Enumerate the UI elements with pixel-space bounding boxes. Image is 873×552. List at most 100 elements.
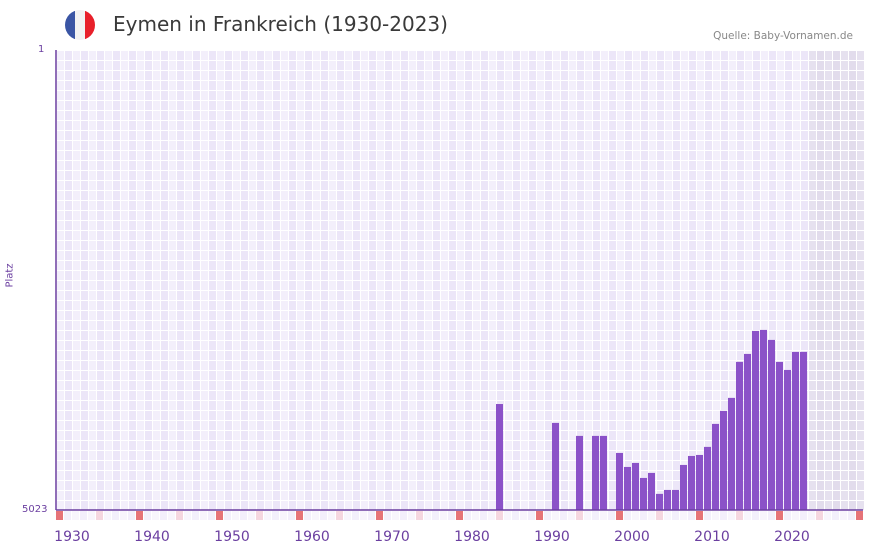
year-marker bbox=[88, 511, 95, 520]
bar-2021 bbox=[800, 351, 807, 510]
bar-2005 bbox=[672, 489, 679, 510]
bar-2015 bbox=[752, 330, 759, 510]
year-marker bbox=[304, 511, 311, 520]
year-marker bbox=[560, 511, 567, 520]
year-marker bbox=[192, 511, 199, 520]
bar-2008 bbox=[696, 454, 703, 510]
year-marker bbox=[808, 511, 815, 520]
year-marker bbox=[120, 511, 127, 520]
bar-2016 bbox=[760, 329, 767, 510]
year-marker bbox=[688, 511, 695, 520]
year-marker bbox=[728, 511, 735, 520]
year-marker bbox=[272, 511, 279, 520]
year-marker bbox=[96, 511, 103, 520]
year-marker bbox=[448, 511, 455, 520]
year-marker bbox=[384, 511, 391, 520]
year-marker bbox=[160, 511, 167, 520]
year-marker bbox=[416, 511, 423, 520]
page-title: Eymen in Frankreich (1930-2023) bbox=[113, 12, 448, 36]
year-marker bbox=[168, 511, 175, 520]
year-marker bbox=[352, 511, 359, 520]
bar-2002 bbox=[648, 472, 655, 510]
year-marker bbox=[144, 511, 151, 520]
year-marker bbox=[520, 511, 527, 520]
year-marker bbox=[280, 511, 287, 520]
year-marker bbox=[640, 511, 647, 520]
year-marker bbox=[360, 511, 367, 520]
bar-1983 bbox=[496, 404, 503, 510]
year-marker bbox=[456, 511, 463, 520]
year-marker bbox=[480, 511, 487, 520]
year-marker bbox=[552, 511, 559, 520]
year-marker bbox=[216, 511, 223, 520]
year-marker bbox=[488, 511, 495, 520]
year-marker bbox=[584, 511, 591, 520]
year-marker bbox=[200, 511, 207, 520]
x-tick-1950: 1950 bbox=[214, 529, 250, 545]
year-marker bbox=[656, 511, 663, 520]
bar-1998 bbox=[616, 452, 623, 510]
year-marker bbox=[680, 511, 687, 520]
year-marker bbox=[744, 511, 751, 520]
year-marker bbox=[408, 511, 415, 520]
year-marker bbox=[72, 511, 79, 520]
x-tick-1970: 1970 bbox=[374, 529, 410, 545]
year-marker bbox=[464, 511, 471, 520]
year-marker bbox=[344, 511, 351, 520]
year-marker bbox=[720, 511, 727, 520]
y-tick-bottom: 5023 bbox=[22, 504, 48, 515]
year-marker bbox=[224, 511, 231, 520]
year-marker bbox=[56, 511, 63, 520]
year-marker bbox=[112, 511, 119, 520]
year-marker bbox=[632, 511, 639, 520]
x-tick-1940: 1940 bbox=[134, 529, 170, 545]
bar-2014 bbox=[744, 353, 751, 510]
year-marker bbox=[536, 511, 543, 520]
x-tick-2010: 2010 bbox=[694, 529, 730, 545]
year-marker bbox=[240, 511, 247, 520]
year-marker bbox=[264, 511, 271, 520]
x-tick-1990: 1990 bbox=[534, 529, 570, 545]
year-marker bbox=[784, 511, 791, 520]
bar-1995 bbox=[592, 435, 599, 510]
bar-1999 bbox=[624, 466, 631, 510]
year-marker bbox=[736, 511, 743, 520]
bar-2017 bbox=[768, 339, 775, 510]
year-marker bbox=[600, 511, 607, 520]
bar-2004 bbox=[664, 489, 671, 510]
year-marker bbox=[608, 511, 615, 520]
year-marker bbox=[136, 511, 143, 520]
y-tick-top: 1 bbox=[38, 44, 45, 55]
year-marker bbox=[424, 511, 431, 520]
year-marker bbox=[568, 511, 575, 520]
bar-1996 bbox=[600, 435, 607, 510]
year-marker bbox=[760, 511, 767, 520]
bar-2007 bbox=[688, 455, 695, 510]
bar-2020 bbox=[792, 351, 799, 510]
year-marker bbox=[664, 511, 671, 520]
year-marker bbox=[152, 511, 159, 520]
bar-2018 bbox=[776, 361, 783, 510]
year-marker bbox=[624, 511, 631, 520]
year-marker bbox=[392, 511, 399, 520]
year-marker bbox=[840, 511, 847, 520]
year-marker bbox=[296, 511, 303, 520]
bar-2006 bbox=[680, 464, 687, 510]
year-marker bbox=[328, 511, 335, 520]
year-marker bbox=[288, 511, 295, 520]
year-marker bbox=[496, 511, 503, 520]
bar-2013 bbox=[736, 361, 743, 510]
year-marker bbox=[848, 511, 855, 520]
year-marker bbox=[256, 511, 263, 520]
bar-2011 bbox=[720, 410, 727, 510]
bar-2012 bbox=[728, 397, 735, 510]
bar-1990 bbox=[552, 422, 559, 510]
year-marker bbox=[712, 511, 719, 520]
bar-2000 bbox=[632, 462, 639, 510]
france-flag-icon bbox=[65, 10, 95, 40]
year-marker bbox=[104, 511, 111, 520]
year-marker bbox=[208, 511, 215, 520]
x-tick-1980: 1980 bbox=[454, 529, 490, 545]
year-marker bbox=[800, 511, 807, 520]
